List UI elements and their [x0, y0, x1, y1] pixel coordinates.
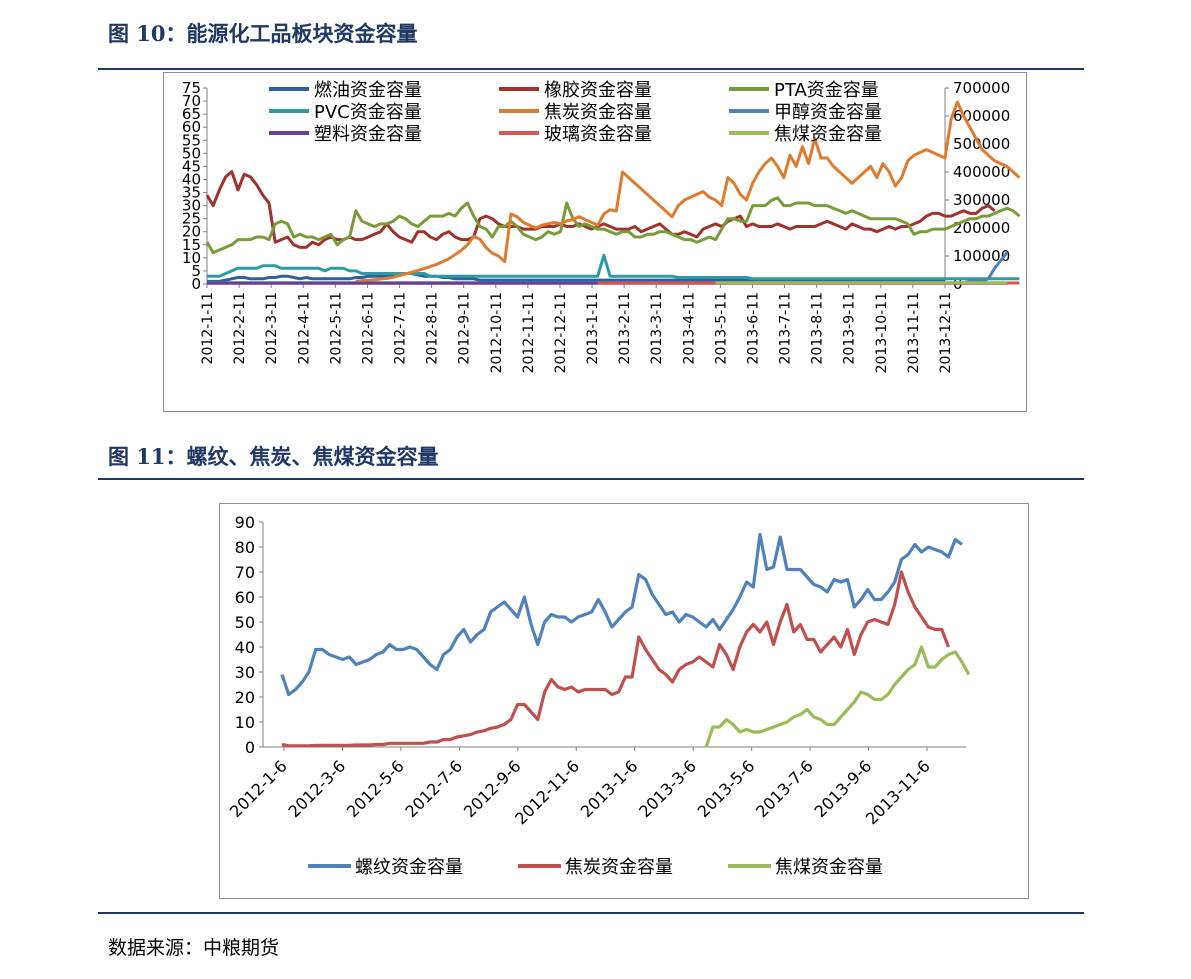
left-tick-label: 15 [182, 236, 201, 254]
chart-1-frame: 0 5 10 15 20 25 30 35 40 45 50 55 60 65 70 75 0 100000 200… [163, 72, 1027, 412]
legend-label: 焦炭资金容量 [544, 102, 652, 123]
legend-label: PVC资金容量 [314, 102, 422, 123]
series-line [205, 196, 1021, 255]
y-tick-label: 80 [235, 538, 255, 557]
right-tick-label: 300000 [953, 191, 1010, 209]
legend-label: 燃油资金容量 [314, 80, 422, 101]
legend-label: 螺纹资金容量 [355, 857, 463, 878]
x-tick-label: 2012-6-11 [360, 292, 376, 364]
x-tick-label: 2012-2-11 [232, 292, 248, 364]
right-tick-label: 700000 [953, 79, 1010, 97]
legend-label: 橡胶资金容量 [544, 80, 652, 101]
x-tick-label: 2013-3-11 [649, 292, 665, 364]
right-tick-label: 200000 [953, 219, 1010, 237]
left-tick-label: 25 [182, 210, 201, 228]
x-tick-label: 2012-9-11 [457, 292, 473, 364]
x-tick-label: 2013-2-11 [617, 292, 633, 364]
left-tick-label: 5 [191, 262, 201, 280]
left-tick-label: 55 [182, 131, 201, 149]
x-tick-label: 2013-1-11 [585, 292, 601, 364]
left-tick-label: 45 [182, 157, 201, 175]
x-tick-label: 2013-1-6 [577, 756, 642, 821]
figure-11-title: 图 11：螺纹、焦炭、焦煤资金容量 [108, 444, 439, 469]
x-tick-label: 2012-7-11 [393, 292, 409, 364]
chart-2-frame: 0 10 20 30 40 50 60 70 80 90 2012-1-6 2012-3-6 2012-… [219, 503, 1029, 899]
y-tick-label: 0 [245, 738, 255, 757]
x-tick-label: 2013-9-11 [842, 292, 858, 364]
y-tick-label: 10 [235, 713, 255, 732]
legend-label: 焦煤资金容量 [775, 857, 883, 878]
legend-label: 玻璃资金容量 [544, 124, 652, 145]
series-line [280, 532, 963, 697]
x-tick-label: 2012-1-11 [200, 292, 216, 364]
x-tick-label: 2013-6-11 [745, 292, 761, 364]
legend-label: 焦煤资金容量 [774, 124, 882, 145]
x-tick-label: 2012-5-6 [343, 756, 408, 821]
title-rule-2 [98, 478, 1084, 480]
x-tick-label: 2012-7-6 [401, 756, 466, 821]
y-tick-label: 60 [235, 588, 255, 607]
series-line [355, 100, 1021, 283]
x-tick-label: 2012-8-11 [425, 292, 441, 364]
legend-label: 甲醇资金容量 [774, 102, 882, 123]
legend-label: PTA资金容量 [774, 80, 879, 101]
x-tick-label: 2013-12-11 [938, 292, 954, 373]
left-tick-label: 75 [182, 79, 201, 97]
right-tick-label: 100000 [953, 247, 1010, 265]
y-tick-label: 50 [235, 613, 255, 632]
x-tick-label: 2012-1-6 [226, 756, 291, 821]
x-tick-label: 2012-3-11 [264, 292, 280, 364]
y-tick-label: 20 [235, 688, 255, 707]
right-tick-label: 500000 [953, 135, 1010, 153]
x-tick-label: 2013-7-11 [778, 292, 794, 364]
x-tick-label: 2013-7-6 [752, 756, 817, 821]
right-tick-label: 400000 [953, 163, 1010, 181]
legend-label: 塑料资金容量 [314, 124, 422, 145]
legend-label: 焦炭资金容量 [565, 857, 673, 878]
x-tick-label: 2013-5-6 [694, 756, 759, 821]
footer-rule [98, 912, 1084, 914]
series-line [281, 570, 950, 748]
left-tick-label: 30 [182, 197, 201, 215]
y-tick-label: 90 [235, 513, 255, 532]
series-line [704, 645, 971, 748]
chart-1-svg: 0510152025303540455055606570750100000200… [182, 79, 1021, 373]
left-tick-label: 35 [182, 184, 201, 202]
x-tick-label: 2013-5-11 [713, 292, 729, 364]
y-tick-label: 30 [235, 663, 255, 682]
left-tick-label: 40 [182, 170, 201, 188]
x-tick-label: 2012-10-11 [489, 292, 505, 373]
series-line [207, 253, 1020, 281]
x-tick-label: 2012-11-11 [521, 292, 537, 373]
y-tick-label: 70 [235, 563, 255, 582]
source-note: 数据来源：中粮期货 [108, 937, 280, 959]
left-tick-label: 65 [182, 105, 201, 123]
left-tick-label: 60 [182, 118, 201, 136]
x-tick-label: 2013-10-11 [874, 292, 890, 373]
x-tick-label: 2013-3-6 [635, 756, 700, 821]
left-tick-label: 50 [182, 144, 201, 162]
x-tick-label: 2013-11-11 [906, 292, 922, 373]
left-tick-label: 70 [182, 92, 201, 110]
x-tick-label: 2012-5-11 [328, 292, 344, 364]
x-tick-label: 2012-4-11 [296, 292, 312, 364]
chart-2-svg: 01020304050607080902012-1-62012-3-62012-… [226, 513, 971, 878]
title-rule-1 [98, 68, 1084, 70]
x-tick-label: 2013-8-11 [810, 292, 826, 364]
x-tick-label: 2012-12-11 [553, 292, 569, 373]
left-tick-label: 20 [182, 223, 201, 241]
series-line [205, 170, 996, 249]
left-tick-label: 0 [191, 275, 201, 293]
x-tick-label: 2012-3-6 [284, 756, 349, 821]
left-tick-label: 10 [182, 249, 201, 267]
figure-10-title: 图 10：能源化工品板块资金容量 [108, 21, 418, 46]
x-tick-label: 2013-4-11 [681, 292, 697, 364]
y-tick-label: 40 [235, 638, 255, 657]
